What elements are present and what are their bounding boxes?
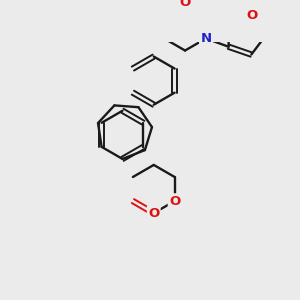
Text: O: O [148, 207, 159, 220]
Text: O: O [169, 195, 180, 208]
Text: O: O [179, 0, 191, 9]
Text: N: N [200, 32, 211, 45]
Text: O: O [246, 9, 258, 22]
